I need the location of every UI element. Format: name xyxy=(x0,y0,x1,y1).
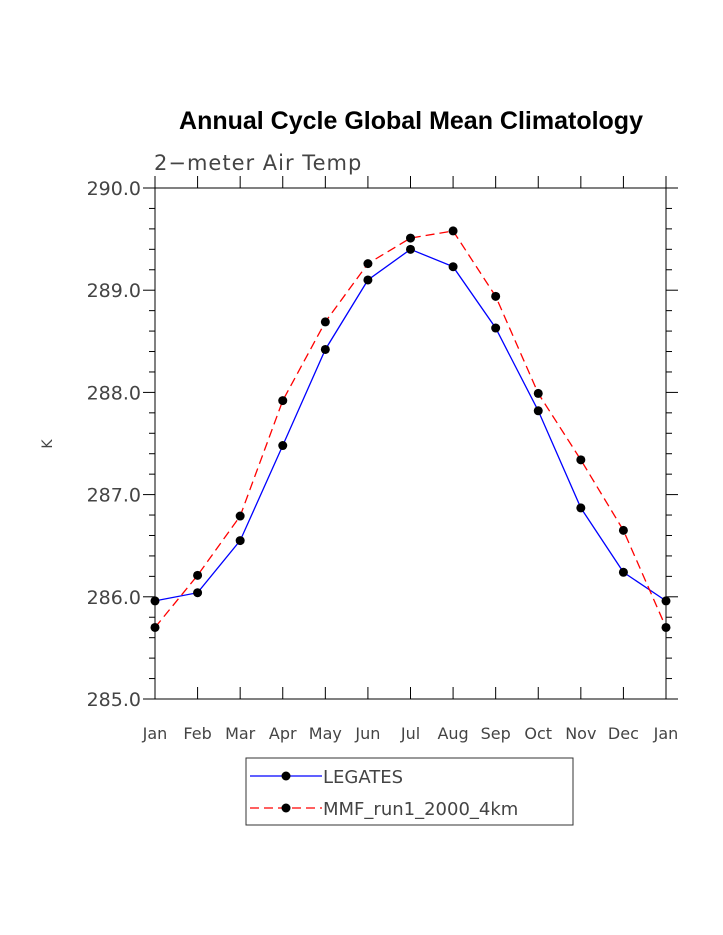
data-point xyxy=(235,536,245,546)
data-point xyxy=(448,262,458,272)
data-point xyxy=(320,344,330,354)
x-tick-label: Feb xyxy=(183,724,211,743)
y-tick-labels: 285.0 286.0 287.0 288.0 289.0 290.0 xyxy=(87,178,141,711)
data-point xyxy=(320,317,330,327)
series-line-0 xyxy=(154,248,667,602)
data-point xyxy=(618,567,628,577)
axis-ticks xyxy=(143,176,678,700)
plot-area xyxy=(154,187,667,700)
x-tick-label: Jan xyxy=(142,724,168,743)
legend-marker-0 xyxy=(281,771,291,781)
legend-marker-1 xyxy=(281,803,291,813)
y-tick-label: 287.0 xyxy=(87,485,141,507)
x-tick-label: Dec xyxy=(608,724,639,743)
data-point xyxy=(150,596,160,606)
chart-subtitle: 2−meter Air Temp xyxy=(154,151,362,175)
legend-label-0: LEGATES xyxy=(323,767,403,788)
data-point xyxy=(406,244,415,254)
data-point xyxy=(150,622,160,632)
data-point xyxy=(491,291,501,301)
data-point xyxy=(363,259,373,269)
data-point xyxy=(661,596,671,606)
data-point xyxy=(363,275,373,285)
data-point xyxy=(406,233,415,243)
x-tick-label: Nov xyxy=(565,724,596,743)
y-axis-label: K xyxy=(40,439,56,449)
data-point xyxy=(193,588,203,598)
series-line-1 xyxy=(154,230,667,628)
x-tick-label: Mar xyxy=(225,724,256,743)
data-point xyxy=(576,503,586,513)
legend-box xyxy=(245,757,574,826)
legend: LEGATES MMF_run1_2000_4km xyxy=(250,767,518,820)
y-tick-label: 290.0 xyxy=(87,178,141,200)
x-tick-label: Oct xyxy=(524,724,552,743)
x-tick-label: Aug xyxy=(437,724,468,743)
data-point xyxy=(278,441,288,451)
data-point xyxy=(278,396,288,406)
y-tick-label: 285.0 xyxy=(87,689,141,711)
series-group xyxy=(150,226,671,632)
x-tick-label: Jan xyxy=(653,724,679,743)
x-tick-labels: Jan Feb Mar Apr May Jun Jul Aug Sep Oct Nov Dec Jan xyxy=(142,724,679,743)
data-point xyxy=(193,570,203,580)
x-tick-label: Apr xyxy=(269,724,297,743)
data-point xyxy=(448,226,458,236)
data-point xyxy=(491,323,501,333)
legend-label-1: MMF_run1_2000_4km xyxy=(323,799,518,820)
data-point xyxy=(661,622,671,632)
x-tick-label: Jun xyxy=(354,724,380,743)
data-point xyxy=(533,406,543,416)
chart-title: Annual Cycle Global Mean Climatology xyxy=(179,107,643,135)
x-tick-label: May xyxy=(309,724,342,743)
y-tick-label: 286.0 xyxy=(87,587,141,609)
data-point xyxy=(235,511,245,521)
y-tick-label: 288.0 xyxy=(87,382,141,404)
y-tick-label: 289.0 xyxy=(87,280,141,302)
data-point xyxy=(576,455,586,465)
data-point xyxy=(618,525,628,535)
x-tick-label: Jul xyxy=(400,724,420,743)
x-tick-label: Sep xyxy=(481,724,511,743)
data-point xyxy=(533,388,543,398)
